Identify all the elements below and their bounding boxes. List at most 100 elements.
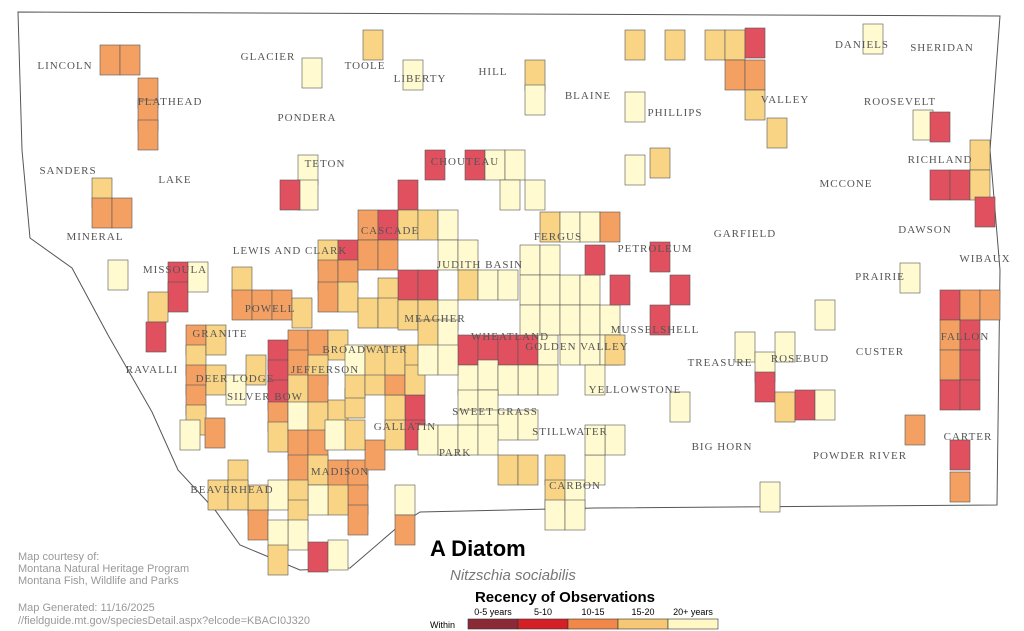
grid-cell [539, 244, 561, 276]
grid-cell [774, 331, 796, 363]
county-label: TREASURE [688, 357, 753, 369]
grid-cell [814, 299, 836, 331]
grid-cell [704, 29, 726, 61]
grid-cell [862, 23, 884, 55]
county-label: LEWIS AND CLARK [233, 245, 348, 257]
grid-cell [724, 59, 746, 91]
grid-cell [517, 409, 539, 441]
county-label: TOOLE [345, 60, 386, 72]
grid-cell [939, 289, 961, 321]
county-label: PETROLEUM [618, 243, 693, 255]
grid-cell [649, 304, 671, 336]
grid-cell [584, 424, 606, 456]
grid-cell [517, 364, 539, 396]
county-label: POWELL [245, 303, 296, 315]
county-label: DANIELS [835, 39, 889, 51]
grid-cell [734, 331, 756, 363]
grid-cell [537, 364, 559, 396]
grid-cell [969, 139, 991, 171]
grid-cell [477, 424, 499, 456]
county-label: GALLATIN [374, 421, 436, 433]
grid-cell [744, 89, 766, 121]
grid-cell [457, 269, 479, 301]
grid-cell [187, 261, 209, 293]
grid-cell [604, 334, 626, 366]
grid-cell [107, 259, 129, 291]
grid-cell [417, 269, 439, 301]
grid-cell [307, 541, 329, 573]
county-label: LAKE [158, 174, 191, 186]
grid-cell [669, 391, 691, 423]
grid-cell [949, 169, 971, 201]
grid-cell [724, 29, 746, 61]
grid-cell [137, 119, 159, 151]
county-label: DAWSON [898, 224, 951, 236]
grid-cell [959, 289, 981, 321]
grid-cell [624, 154, 646, 186]
grid-cell [974, 196, 996, 228]
grid-cell [929, 169, 951, 201]
grid-cell [267, 421, 289, 453]
grid-cell [497, 454, 519, 486]
legend-label: 5-10 [534, 607, 552, 617]
legend-swatch [667, 618, 719, 630]
county-label: MADISON [311, 466, 369, 478]
grid-cell [291, 297, 313, 329]
legend-label: 15-20 [631, 607, 654, 617]
grid-cell [362, 29, 384, 61]
subtitle: Nitzschia sociabilis [450, 567, 576, 584]
grid-cell [609, 274, 631, 306]
credit: Montana Natural Heritage Program [18, 563, 189, 575]
grid-cell [377, 239, 399, 271]
grid-cell [949, 471, 971, 503]
county-label: GOLDEN VALLEY [525, 341, 628, 353]
grid-cell [324, 419, 346, 451]
grid-cell [504, 149, 526, 181]
county-label: VALLEY [761, 94, 810, 106]
county-label: JUDITH BASIN [437, 259, 523, 271]
grid-cell [357, 239, 379, 271]
url: //fieldguide.mt.gov/speciesDetail.aspx?e… [18, 615, 310, 627]
grid-cell [179, 419, 201, 451]
grid-cell [559, 304, 581, 336]
grid-cell [579, 304, 601, 336]
county-label: PARK [439, 447, 471, 459]
grid-cell [539, 274, 561, 306]
grid-cell [344, 419, 366, 451]
grid-cell [111, 197, 133, 229]
grid-cell [307, 374, 329, 406]
county-label: CUSTER [856, 346, 904, 358]
county-label: BIG HORN [692, 441, 753, 453]
grid-cell [227, 479, 249, 511]
county-label: TETON [305, 158, 346, 170]
county-label: FERGUS [534, 231, 582, 243]
grid-cell [287, 519, 309, 551]
county-label: DEER LODGE [196, 373, 275, 385]
county-label: GRANITE [192, 328, 247, 340]
grid-cell [205, 324, 227, 356]
grid-cell [247, 509, 269, 541]
grid-cell [225, 374, 247, 406]
grid-cell [297, 179, 319, 211]
grid-cell [417, 344, 439, 376]
grid-cell [939, 349, 961, 381]
county-label: MINERAL [66, 231, 123, 243]
grid-cell [624, 91, 646, 123]
grid-cell [99, 44, 121, 76]
county-label: CARBON [549, 480, 601, 492]
grid-cell [402, 59, 424, 91]
county-label: FLATHEAD [138, 96, 203, 108]
county-label: FALLON [941, 331, 990, 343]
grid-cell [147, 291, 169, 323]
grid-cell [301, 57, 323, 89]
grid-cell [357, 297, 379, 329]
grid-cell [774, 391, 796, 423]
grid-cell [564, 499, 586, 531]
grid-cell [929, 111, 951, 143]
legend-swatch [517, 618, 569, 630]
title: A Diatom [430, 536, 526, 561]
grid-cell [327, 484, 349, 516]
grid-cell [794, 389, 816, 421]
county-label: MUSSELSHELL [611, 324, 700, 336]
